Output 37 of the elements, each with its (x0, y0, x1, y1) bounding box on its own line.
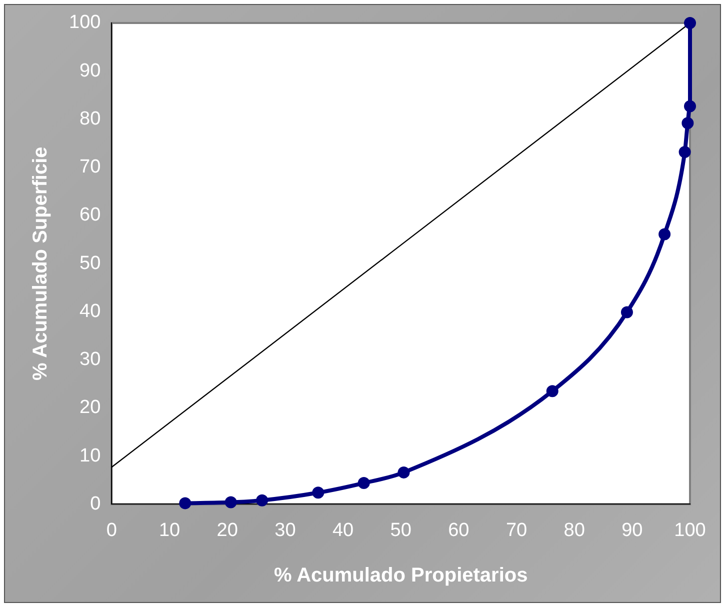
x-tick-label: 70 (506, 520, 528, 541)
point (256, 494, 268, 506)
y-tick-label: 10 (80, 445, 101, 466)
y-tick-label: 0 (90, 493, 101, 514)
x-tick-label: 0 (106, 520, 117, 541)
x-tick-label: 30 (274, 520, 296, 541)
y-axis-title: % Acumulado Superficie (30, 146, 52, 380)
x-tick-label: 50 (390, 520, 412, 541)
y-tick-label: 70 (80, 156, 101, 178)
x-axis-title: % Acumulado Propietarios (274, 564, 528, 587)
x-tick-label: 60 (448, 520, 470, 541)
x-tick-label: 20 (216, 520, 238, 541)
x-tick-label: 100 (674, 520, 706, 541)
point (658, 228, 671, 240)
y-tick-label: 50 (80, 252, 101, 274)
point (398, 466, 410, 478)
y-tick-label: 90 (80, 60, 101, 82)
point (358, 477, 370, 490)
y-tick-label: 30 (80, 349, 101, 370)
point (179, 497, 192, 510)
point (312, 486, 324, 499)
y-tick-label: 20 (80, 397, 101, 418)
y-tick-label: 80 (80, 108, 101, 130)
point (678, 146, 691, 158)
point (620, 306, 633, 318)
point (684, 17, 696, 29)
y-tick-label: 60 (80, 204, 101, 226)
point (684, 100, 696, 112)
y-tick-label: 100 (69, 12, 101, 34)
point (224, 496, 237, 508)
point (682, 117, 694, 130)
x-tick-label: 40 (332, 520, 354, 541)
y-tick-label: 40 (80, 300, 101, 322)
point (546, 385, 558, 398)
x-tick-label: 80 (564, 520, 585, 541)
x-tick-label: 10 (158, 520, 180, 541)
x-tick-label: 90 (622, 520, 643, 541)
